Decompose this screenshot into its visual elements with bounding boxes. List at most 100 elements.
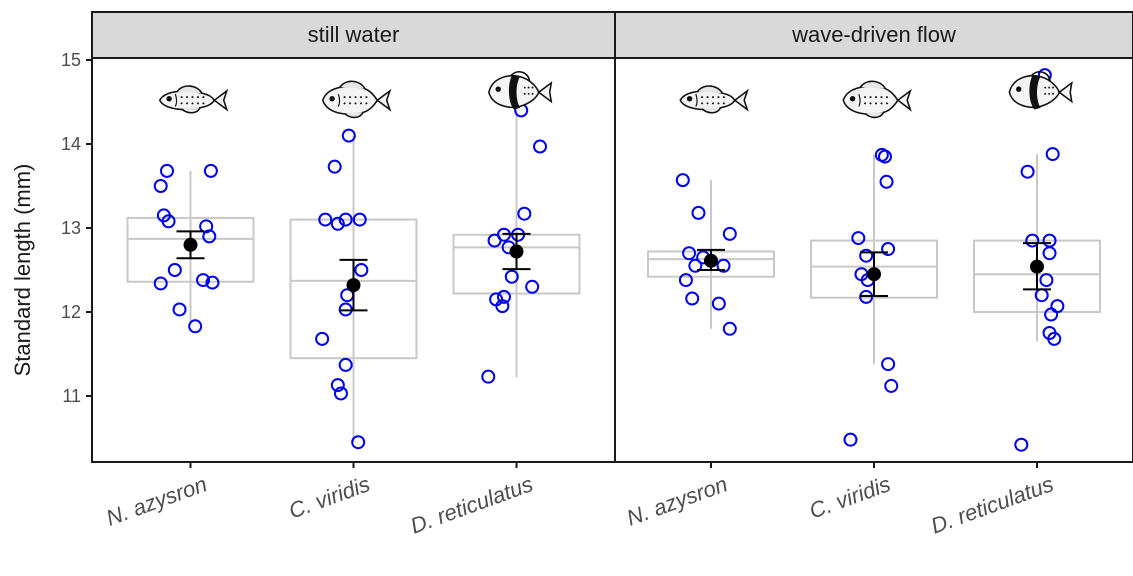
- species-group: [973, 68, 1101, 452]
- data-point: [188, 319, 203, 334]
- data-point: [161, 214, 176, 229]
- facet-panels: [91, 57, 1133, 463]
- data-point: [330, 378, 345, 393]
- data-point: [202, 229, 217, 244]
- data-point: [351, 435, 366, 450]
- mean-point: [1030, 259, 1044, 274]
- data-point: [682, 246, 697, 261]
- data-point: [495, 299, 510, 314]
- x-tick-label: D. reticulatus: [928, 471, 1057, 538]
- data-point: [1044, 307, 1059, 322]
- data-point: [879, 174, 894, 189]
- data-point: [352, 212, 367, 227]
- box-iqr: [126, 216, 255, 283]
- data-point: [167, 263, 182, 277]
- facet-strip-label: wave-driven flow: [791, 22, 956, 47]
- y-tick-label: 14: [61, 134, 81, 154]
- data-point: [1042, 246, 1057, 261]
- data-point: [172, 302, 187, 317]
- species-group: [126, 85, 255, 334]
- data-point: [1039, 273, 1054, 288]
- data-point: [159, 163, 174, 178]
- data-point: [318, 212, 333, 227]
- mean-point: [704, 253, 718, 268]
- data-point: [327, 159, 342, 174]
- data-point: [877, 149, 892, 164]
- x-axes: N. azysron C. viridis D. reticulatus N. azy…: [103, 462, 1057, 539]
- data-point: [205, 275, 220, 290]
- data-point: [675, 173, 690, 188]
- facet-panel: [91, 57, 616, 463]
- data-point: [525, 279, 540, 294]
- x-tick-label: C. viridis: [806, 471, 894, 523]
- data-point: [338, 212, 353, 227]
- data-point: [716, 258, 731, 273]
- fish-icon-deep: [842, 80, 912, 119]
- data-point: [881, 242, 896, 256]
- mean-point: [183, 237, 198, 252]
- data-point: [517, 206, 532, 221]
- x-tick-label: N. azysron: [103, 471, 210, 530]
- data-point: [338, 357, 353, 372]
- data-point: [722, 321, 737, 336]
- y-tick-label: 12: [61, 302, 81, 322]
- data-point: [722, 226, 737, 241]
- data-point: [315, 331, 330, 346]
- x-tick-label: N. azysron: [623, 471, 730, 530]
- species-group: [289, 80, 418, 450]
- y-axis-title: Standard length (mm): [10, 164, 35, 377]
- data-point: [1025, 233, 1040, 248]
- x-tick-label: C. viridis: [285, 471, 373, 523]
- data-point: [1014, 437, 1029, 452]
- y-tick-label: 11: [62, 386, 81, 406]
- data-point: [688, 258, 703, 273]
- facet-strips: still water wave-driven flow: [91, 11, 1133, 59]
- data-point: [203, 163, 218, 178]
- fish-icon-deep: [321, 80, 392, 119]
- data-point: [851, 231, 866, 246]
- data-point: [1020, 164, 1035, 179]
- data-point: [691, 205, 706, 220]
- data-point: [881, 357, 896, 372]
- facet-strip: [91, 11, 616, 59]
- data-point: [487, 233, 502, 248]
- y-tick-label: 13: [61, 218, 81, 238]
- x-tick-label: D. reticulatus: [407, 471, 536, 538]
- data-point: [711, 296, 726, 311]
- data-point: [884, 378, 899, 393]
- facet-strip-label: still water: [308, 22, 400, 47]
- species-group: [452, 71, 581, 384]
- fish-icon-banded: [1008, 71, 1073, 110]
- data-point: [1045, 147, 1060, 162]
- data-point: [843, 432, 858, 447]
- box-iqr: [973, 239, 1101, 314]
- data-point: [1047, 331, 1062, 346]
- data-point: [333, 386, 348, 401]
- data-point: [533, 139, 548, 154]
- data-point: [196, 273, 211, 288]
- fish-icon-slender: [679, 85, 749, 114]
- data-point: [354, 263, 369, 277]
- data-point: [496, 289, 511, 304]
- y-axis: 11 12 13 14 15: [61, 50, 92, 406]
- mean-point: [346, 278, 361, 293]
- data-point: [153, 179, 168, 193]
- mean-point: [509, 244, 524, 259]
- data-point: [685, 291, 700, 306]
- species-group: [810, 80, 938, 447]
- data-point: [330, 216, 345, 231]
- data-point: [481, 369, 496, 384]
- data-point: [341, 128, 356, 143]
- data-point: [504, 269, 519, 284]
- data-point: [859, 248, 874, 263]
- facet-panel: [614, 57, 1133, 463]
- fish-icon-slender: [158, 85, 229, 114]
- box-iqr: [810, 239, 938, 299]
- mean-point: [867, 267, 881, 282]
- fish-icon-banded: [488, 71, 553, 110]
- y-tick-label: 15: [61, 50, 81, 70]
- data-point: [153, 276, 168, 291]
- data-point: [678, 273, 693, 288]
- facet-strip: [614, 11, 1133, 59]
